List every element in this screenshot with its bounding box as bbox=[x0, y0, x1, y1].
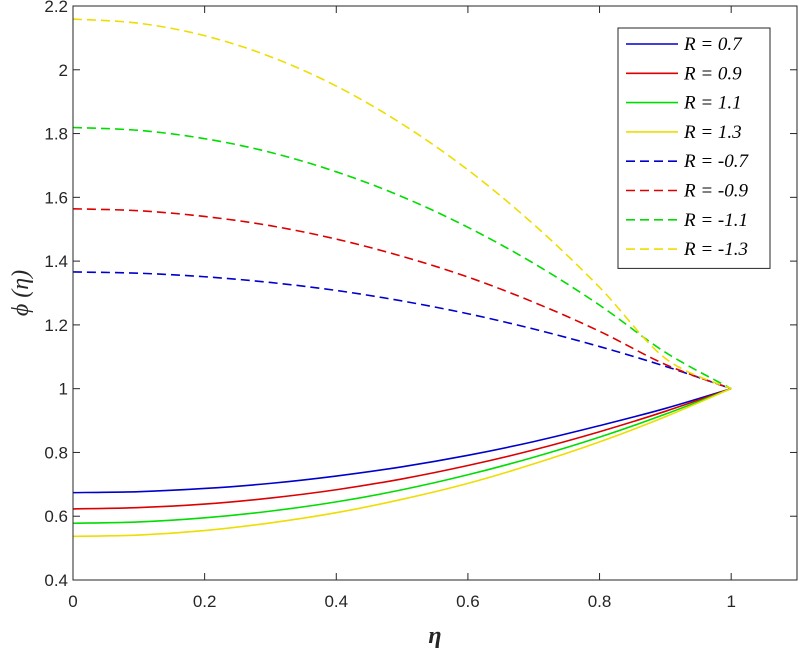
x-tick-label: 0 bbox=[68, 592, 77, 611]
y-tick-label: 1.2 bbox=[44, 316, 68, 335]
x-axis-label: η bbox=[428, 623, 441, 649]
series-line-4 bbox=[72, 387, 732, 538]
series-line-7 bbox=[72, 126, 732, 390]
y-tick-label: 0.6 bbox=[44, 507, 68, 526]
legend-label: R = -0.7 bbox=[683, 151, 750, 172]
legend-label: R = 0.9 bbox=[683, 63, 742, 84]
y-axis-label: ϕ (η) bbox=[8, 270, 34, 316]
y-tick-label: 0.4 bbox=[44, 571, 68, 590]
y-tick-label: 1.6 bbox=[44, 188, 68, 207]
series-line-8 bbox=[72, 18, 732, 390]
legend-label: R = 1.3 bbox=[683, 122, 742, 143]
series-line-2 bbox=[72, 387, 732, 510]
series-line-6 bbox=[72, 208, 732, 390]
axes-layer: 0 0.2 0.4 0.6 0.8 1 0.4 0.6 0.8 1 1.2 1.4 1.6 1.8 2 2.2 bbox=[44, 0, 798, 611]
legend: R = 0.7 R = 0.9 R = 1.1 R = 1.3 R = -0.7 R = … bbox=[617, 27, 771, 269]
legend-label: R = -1.1 bbox=[683, 210, 748, 231]
legend-label: R = -1.3 bbox=[683, 239, 748, 260]
legend-box bbox=[617, 27, 771, 269]
x-tick-label: 1 bbox=[726, 592, 735, 611]
x-tick-label: 0.8 bbox=[588, 592, 612, 611]
y-tick-label: 2.2 bbox=[44, 0, 68, 16]
series-line-1 bbox=[72, 387, 732, 494]
series-layer bbox=[72, 18, 732, 538]
y-tick-label: 1.8 bbox=[44, 125, 68, 144]
y-tick-label: 2 bbox=[59, 61, 68, 80]
y-tick-label: 1 bbox=[59, 380, 68, 399]
legend-label: R = -0.9 bbox=[683, 181, 749, 202]
x-tick-label: 0.6 bbox=[456, 592, 480, 611]
x-tick-label: 0.4 bbox=[324, 592, 348, 611]
x-tick-label: 0.2 bbox=[193, 592, 217, 611]
axes-box bbox=[72, 5, 798, 581]
series-line-5 bbox=[72, 271, 732, 390]
legend-label: R = 1.1 bbox=[683, 93, 742, 114]
series-line-3 bbox=[72, 387, 732, 525]
y-tick-label: 0.8 bbox=[44, 443, 68, 462]
legend-label: R = 0.7 bbox=[683, 34, 743, 55]
y-tick-label: 1.4 bbox=[44, 252, 68, 271]
